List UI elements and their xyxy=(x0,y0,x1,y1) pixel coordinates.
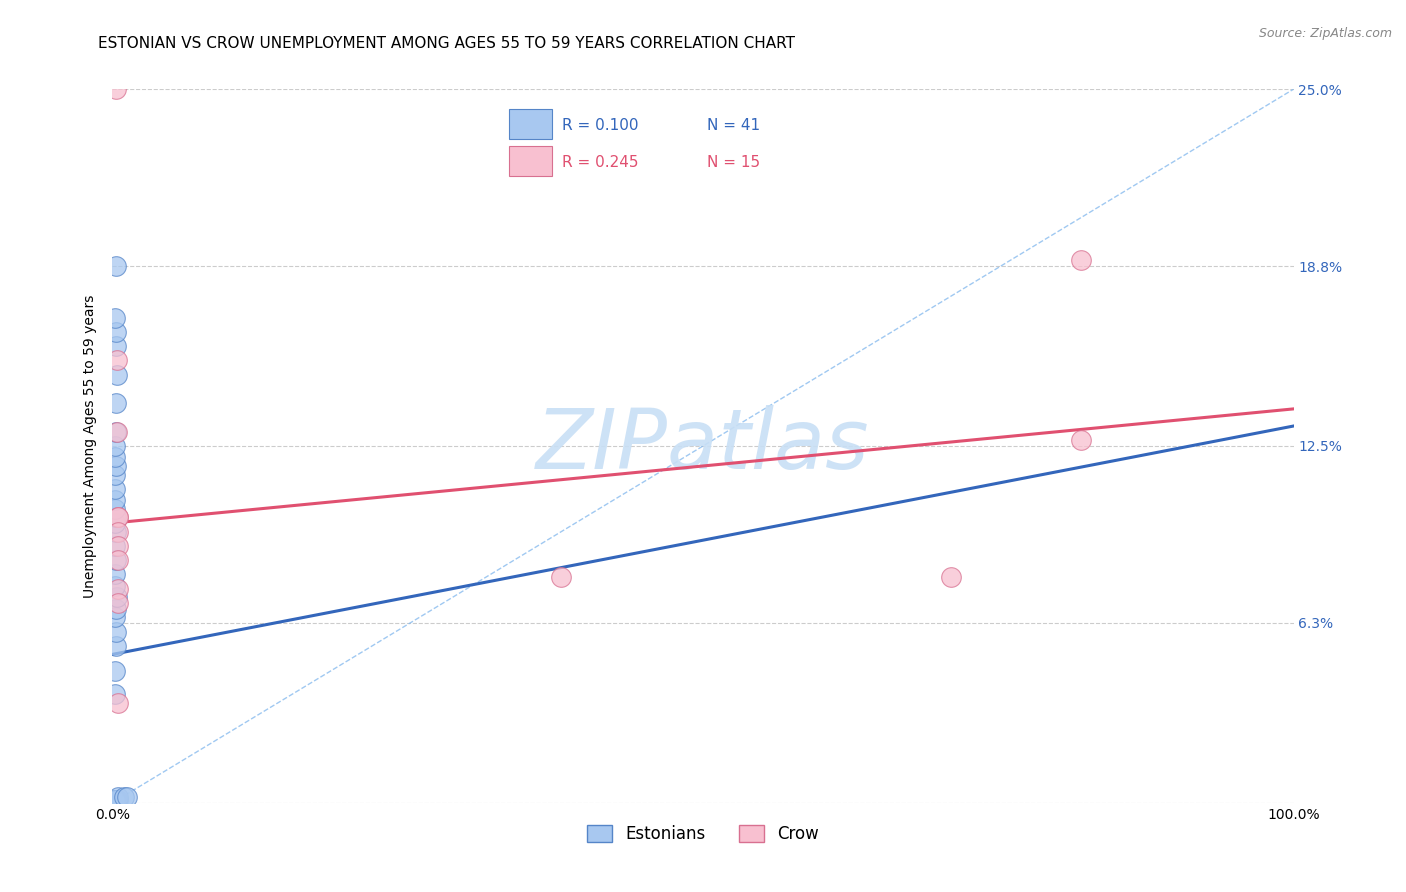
Point xyxy=(105,793,128,807)
Point xyxy=(1070,434,1092,448)
Point xyxy=(105,458,128,473)
Point xyxy=(107,510,129,524)
Point xyxy=(105,339,128,353)
Point xyxy=(104,501,127,516)
Point xyxy=(105,82,128,96)
Point xyxy=(105,639,128,653)
Point xyxy=(105,396,128,410)
Text: ESTONIAN VS CROW UNEMPLOYMENT AMONG AGES 55 TO 59 YEARS CORRELATION CHART: ESTONIAN VS CROW UNEMPLOYMENT AMONG AGES… xyxy=(98,36,796,51)
Point xyxy=(107,553,129,567)
Point xyxy=(104,439,127,453)
Point xyxy=(105,425,128,439)
Point xyxy=(105,368,128,382)
Point xyxy=(104,793,127,807)
Point xyxy=(104,310,127,325)
Point xyxy=(105,793,128,807)
Point xyxy=(107,510,129,524)
Point xyxy=(104,610,127,624)
Y-axis label: Unemployment Among Ages 55 to 59 years: Unemployment Among Ages 55 to 59 years xyxy=(83,294,97,598)
Point xyxy=(107,596,129,610)
Point xyxy=(104,665,127,679)
Point xyxy=(104,567,127,582)
Legend: Estonians, Crow: Estonians, Crow xyxy=(579,817,827,852)
Point xyxy=(105,624,128,639)
Point xyxy=(105,793,128,807)
Point xyxy=(104,467,127,482)
Text: Source: ZipAtlas.com: Source: ZipAtlas.com xyxy=(1258,27,1392,40)
Point xyxy=(105,553,128,567)
Point xyxy=(105,591,128,605)
Text: ZIPatlas: ZIPatlas xyxy=(536,406,870,486)
Point xyxy=(105,353,128,368)
Point xyxy=(107,539,129,553)
Point xyxy=(104,539,127,553)
Point xyxy=(105,325,128,339)
Point xyxy=(105,793,128,807)
Point xyxy=(104,493,127,508)
Point xyxy=(105,425,128,439)
Point xyxy=(939,570,962,584)
Point xyxy=(107,793,129,807)
Point xyxy=(104,687,127,701)
Point xyxy=(104,579,127,593)
Point xyxy=(105,793,128,807)
Point xyxy=(107,790,129,805)
Point xyxy=(104,793,127,807)
Point xyxy=(107,696,129,710)
Point xyxy=(107,582,129,596)
Point xyxy=(104,450,127,465)
Point xyxy=(105,524,128,539)
Point xyxy=(105,793,128,807)
Point xyxy=(112,790,135,805)
Point xyxy=(105,259,128,273)
Point xyxy=(105,601,128,615)
Point xyxy=(550,570,572,584)
Point xyxy=(107,524,129,539)
Point xyxy=(115,790,138,805)
Point xyxy=(104,516,127,530)
Point xyxy=(105,510,128,524)
Point xyxy=(104,482,127,496)
Point xyxy=(104,793,127,807)
Point xyxy=(1070,253,1092,268)
